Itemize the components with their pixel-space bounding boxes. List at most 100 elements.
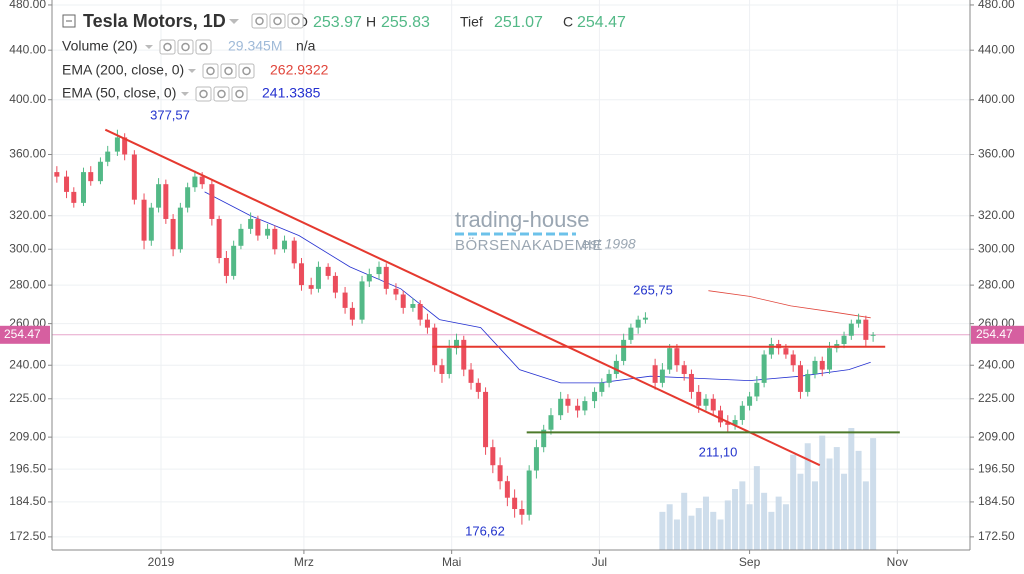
candle-body <box>272 228 278 250</box>
y-tick-label: 300.00 <box>9 241 46 255</box>
candle-body <box>768 344 774 355</box>
candle-body <box>461 339 467 370</box>
candle-body <box>468 369 474 383</box>
legend-icon-glyph <box>206 66 215 76</box>
watermark-sub: BÖRSENAKADEMIE <box>455 236 603 254</box>
indicator-name: EMA (200, close, 0) <box>62 62 184 78</box>
candle-body <box>718 410 724 423</box>
legend-icon[interactable] <box>238 63 255 79</box>
legend-icon[interactable] <box>177 39 194 55</box>
y-tick-label: 360.00 <box>9 147 46 161</box>
high-label: H <box>366 14 376 30</box>
candle-body <box>349 307 355 320</box>
candle-body <box>454 339 460 349</box>
candle-body <box>747 396 753 406</box>
candle-body <box>97 161 103 182</box>
legend-icon[interactable] <box>195 86 212 102</box>
candle-body <box>526 470 532 515</box>
indicator-caret[interactable] <box>181 92 189 96</box>
legend: Tesla Motors, 1D O 253.97 H 255.83 Tief … <box>62 11 626 102</box>
y-tick-label: 300.00 <box>978 241 1015 255</box>
volume-bar <box>782 504 789 550</box>
legend-icon-glyph <box>217 89 226 99</box>
ema200-line <box>708 290 871 319</box>
candle-body <box>265 228 271 236</box>
candle-body <box>841 335 847 345</box>
legend-icon[interactable] <box>231 86 248 102</box>
legend-icon[interactable] <box>195 39 212 55</box>
candle-body <box>812 360 818 374</box>
x-tick-label: Jul <box>592 555 607 569</box>
candle-body <box>558 398 564 416</box>
indicator-caret[interactable] <box>188 69 196 73</box>
volume-bar <box>659 511 666 550</box>
candle-body <box>754 382 760 397</box>
y-tick-label: 184.50 <box>978 494 1015 508</box>
candle-body <box>282 240 288 250</box>
y-tick-label: 440.00 <box>978 42 1015 56</box>
legend-icon[interactable] <box>159 39 176 55</box>
legend-icon[interactable] <box>213 86 230 102</box>
y-tick-label: 400.00 <box>978 92 1015 106</box>
last-price-label: 254.47 <box>976 327 1013 341</box>
y-tick-label: 172.50 <box>9 529 46 543</box>
y-tick-label: 172.50 <box>978 529 1015 543</box>
candle-body <box>359 281 365 320</box>
watermark: trading-house BÖRSENAKADEMIE est 1998 <box>455 207 636 254</box>
volume-bar <box>681 492 688 550</box>
candle-body <box>475 382 481 392</box>
volume-bar <box>768 511 775 550</box>
legend-icon[interactable] <box>269 13 286 29</box>
ema50-line <box>204 191 871 384</box>
legend-icon-glyph <box>181 42 190 52</box>
indicator-name: Volume (20) <box>62 38 137 54</box>
candle-body <box>400 294 406 308</box>
volume-bar <box>855 450 862 550</box>
candle-body <box>688 373 694 392</box>
dropdown-caret[interactable] <box>229 19 239 24</box>
candle-body <box>541 429 547 448</box>
trend-line <box>104 128 821 467</box>
candle-body <box>783 348 789 355</box>
candle-body <box>681 365 687 374</box>
legend-icon[interactable] <box>287 13 304 29</box>
candle-body <box>512 497 518 510</box>
price-annotation: 176,62 <box>465 523 505 538</box>
candle-body <box>565 398 571 406</box>
candle-body <box>114 137 120 152</box>
legend-icon[interactable] <box>251 13 268 29</box>
candle-body <box>223 257 229 276</box>
candle-body <box>231 245 237 276</box>
candle-body <box>298 263 304 286</box>
candle-body <box>621 339 627 361</box>
legend-icon[interactable] <box>220 63 237 79</box>
candle-body <box>216 218 222 258</box>
y-tick-label: 320.00 <box>9 208 46 222</box>
candle-body <box>192 176 198 188</box>
low-value: 251.07 <box>494 14 543 31</box>
volume-bar <box>833 447 840 550</box>
volume-bar <box>841 473 848 550</box>
candle-body <box>71 191 77 203</box>
candle-body <box>446 348 452 374</box>
legend-icon[interactable] <box>202 63 219 79</box>
symbol-title: Tesla Motors, 1D <box>83 11 226 31</box>
candle-body <box>628 327 634 340</box>
y-tick-label: 225.00 <box>9 391 46 405</box>
volume-bar <box>702 496 709 550</box>
candle-body <box>710 398 716 411</box>
candle-body <box>797 365 803 392</box>
candle-body <box>88 172 94 182</box>
candle-body <box>332 275 338 293</box>
candle-body <box>393 288 399 295</box>
y-tick-label: 240.00 <box>978 357 1015 371</box>
candle-body <box>674 348 680 366</box>
legend-icon-glyph <box>273 16 282 26</box>
volume-bar <box>688 515 695 550</box>
candle-body <box>827 348 833 370</box>
candle-body <box>667 348 673 370</box>
volume-bar <box>739 481 746 550</box>
indicator-caret[interactable] <box>145 45 153 49</box>
candle-body <box>790 354 796 366</box>
candle-body <box>856 319 862 324</box>
